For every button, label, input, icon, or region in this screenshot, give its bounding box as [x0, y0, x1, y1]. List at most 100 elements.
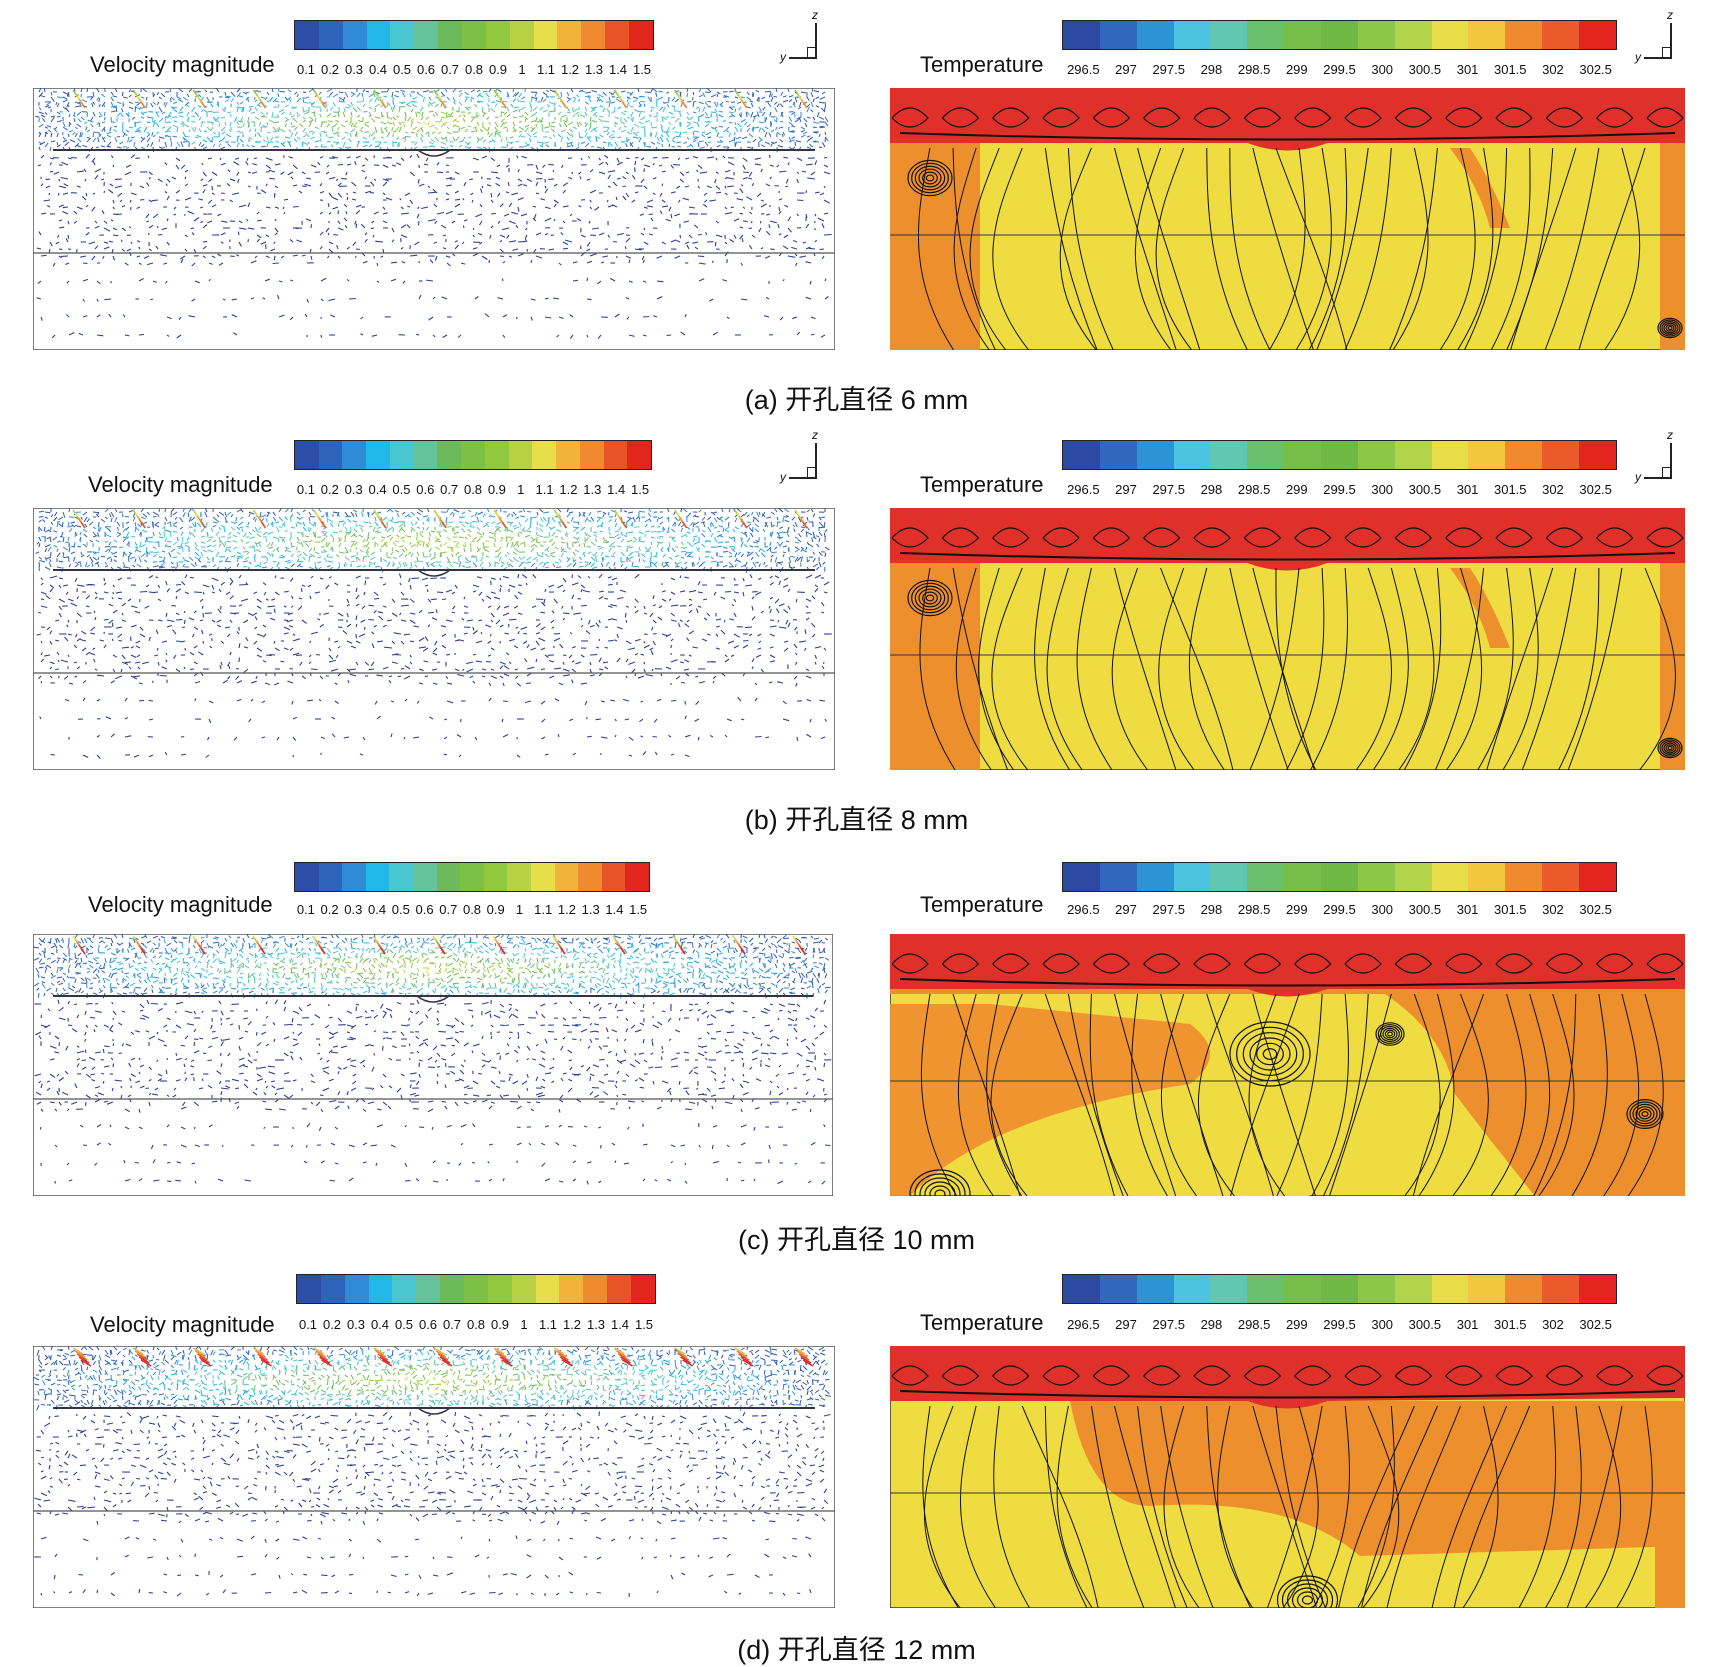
colorbar-segment: [1505, 21, 1542, 49]
colorbar-segment: [390, 21, 414, 49]
tick-label: 299.5: [1323, 482, 1356, 497]
velocity-legend-title: Velocity magnitude: [90, 52, 275, 78]
colorbar-segment: [1284, 21, 1321, 49]
colorbar-segment: [414, 21, 438, 49]
y-axis-label: y: [780, 50, 786, 64]
tick-label: 299: [1286, 902, 1308, 917]
tick-label: 1: [518, 62, 525, 77]
tick-label: 299: [1286, 1317, 1308, 1332]
tick-label: 298.5: [1238, 1317, 1271, 1332]
temperature-streamline-field: [890, 508, 1685, 770]
colorbar-segment: [1358, 441, 1395, 469]
tick-label: 0.3: [345, 482, 363, 497]
panel-caption: (a) 开孔直径 6 mm: [0, 378, 1713, 417]
colorbar-segment: [1210, 21, 1247, 49]
tick-label: 299.5: [1323, 1317, 1356, 1332]
colorbar-segment: [1432, 21, 1469, 49]
tick-label: 0.8: [464, 482, 482, 497]
colorbar-segment: [1174, 863, 1211, 891]
tick-label: 296.5: [1067, 1317, 1100, 1332]
tick-label: 1.4: [609, 62, 627, 77]
tick-label: 300.5: [1409, 902, 1442, 917]
colorbar-segment: [1542, 863, 1579, 891]
colorbar-segment: [583, 1275, 607, 1303]
velocity-colorbar: [296, 1274, 656, 1304]
tick-label: 1.5: [635, 1317, 653, 1332]
z-axis-label: z: [812, 8, 818, 22]
tick-label: 0.5: [395, 1317, 413, 1332]
tick-label: 301.5: [1494, 62, 1527, 77]
velocity-legend-title: Velocity magnitude: [88, 892, 273, 918]
colorbar-segment: [1174, 21, 1211, 49]
axis-triad-left: z y: [780, 428, 820, 482]
colorbar-segment: [1321, 863, 1358, 891]
colorbar-segment: [343, 21, 367, 49]
panel-caption: (b) 开孔直径 8 mm: [0, 798, 1713, 837]
tick-label: 300: [1371, 482, 1393, 497]
tick-label: 0.4: [368, 902, 386, 917]
tick-label: 1.4: [607, 482, 625, 497]
colorbar-segment: [438, 21, 462, 49]
colorbar-segment: [1137, 441, 1174, 469]
colorbar-segment: [532, 441, 556, 469]
tick-label: 297.5: [1152, 62, 1185, 77]
colorbar-segment: [1432, 441, 1469, 469]
colorbar-segment: [510, 21, 534, 49]
tick-label: 0.4: [369, 62, 387, 77]
colorbar-segment: [1505, 1275, 1542, 1303]
colorbar-segment: [414, 441, 438, 469]
colorbar-segment: [1174, 1275, 1211, 1303]
tick-label: 1.5: [631, 482, 649, 497]
tick-label: 1.1: [536, 482, 554, 497]
temperature-legend-title: Temperature: [920, 52, 1044, 78]
velocity-vector-field: [33, 934, 833, 1196]
tick-label: 1.3: [587, 1317, 605, 1332]
colorbar-segment: [1063, 1275, 1100, 1303]
colorbar-segment: [1395, 441, 1432, 469]
tick-label: 0.7: [440, 482, 458, 497]
tick-label: 1.1: [534, 902, 552, 917]
colorbar-segment: [578, 863, 602, 891]
tick-label: 1.4: [605, 902, 623, 917]
colorbar-segment: [1247, 21, 1284, 49]
tick-label: 1.5: [629, 902, 647, 917]
tick-label: 1.2: [558, 902, 576, 917]
colorbar-segment: [461, 441, 485, 469]
temperature-streamline-field: [890, 1346, 1685, 1608]
tick-label: 300: [1371, 902, 1393, 917]
velocity-colorbar: [294, 440, 652, 470]
panel-caption: (c) 开孔直径 10 mm: [0, 1218, 1713, 1257]
tick-label: 0.5: [393, 62, 411, 77]
tick-label: 301: [1457, 902, 1479, 917]
colorbar-segment: [488, 1275, 512, 1303]
colorbar-segment: [1063, 21, 1100, 49]
panel-caption: (d) 开孔直径 12 mm: [0, 1628, 1713, 1667]
colorbar-segment: [1137, 863, 1174, 891]
colorbar-segment: [1100, 863, 1137, 891]
colorbar-segment: [1063, 441, 1100, 469]
tick-label: 1: [516, 902, 523, 917]
temperature-streamline-field: [890, 934, 1685, 1196]
tick-label: 0.2: [321, 902, 339, 917]
tick-label: 1.2: [559, 482, 577, 497]
tick-label: 299: [1286, 482, 1308, 497]
tick-label: 297.5: [1152, 482, 1185, 497]
tick-label: 1.2: [563, 1317, 581, 1332]
temperature-legend-title: Temperature: [920, 472, 1044, 498]
temperature-colorbar: [1062, 440, 1617, 470]
tick-label: 302: [1542, 1317, 1564, 1332]
colorbar-segment: [605, 21, 629, 49]
tick-label: 302.5: [1579, 62, 1612, 77]
colorbar-segment: [392, 1275, 416, 1303]
colorbar-segment: [464, 1275, 488, 1303]
velocity-vector-field: [33, 88, 835, 350]
tick-label: 297: [1115, 62, 1137, 77]
tick-label: 0.9: [488, 482, 506, 497]
colorbar-segment: [1247, 1275, 1284, 1303]
tick-label: 0.2: [323, 1317, 341, 1332]
colorbar-segment: [534, 21, 558, 49]
